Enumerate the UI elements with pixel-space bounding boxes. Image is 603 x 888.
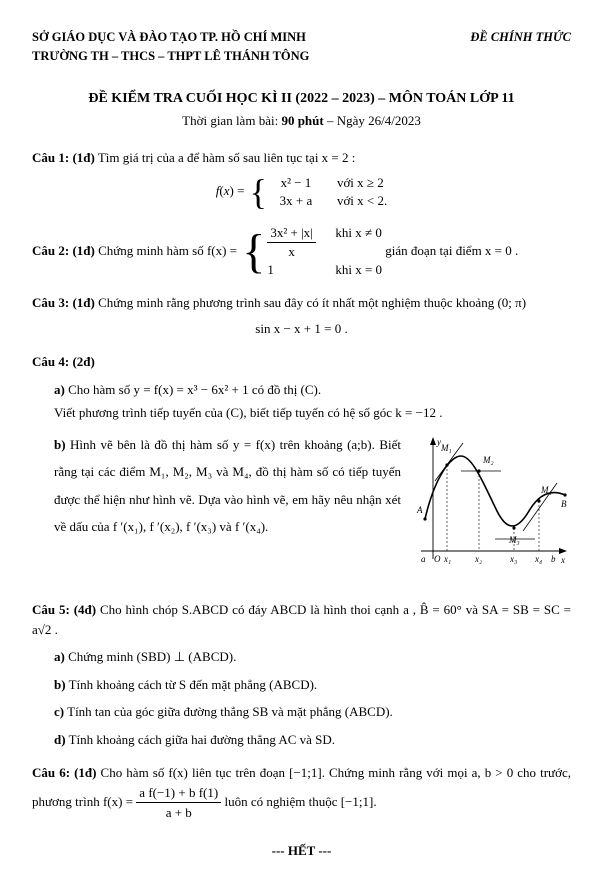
lbl-x: x <box>560 555 565 565</box>
q4-a-text: Cho hàm số y = f(x) = x³ − 6x² + 1 có đồ… <box>65 382 321 397</box>
header-official: ĐỀ CHÍNH THỨC <box>470 28 571 66</box>
title-sub-b: 90 phút <box>281 113 323 128</box>
q1-text: Tìm giá trị của a để hàm số sau liên tục… <box>95 150 356 165</box>
q2-frac-den: x <box>267 243 315 261</box>
q1-formula: f(x) = { x² − 1với x ≥ 2 3x + avới x < 2… <box>32 174 571 210</box>
q4-a-label: a) <box>54 382 65 397</box>
q5-c: c) Tính tan của góc giữa đường thẳng SB … <box>54 702 571 722</box>
lbl-x4: x₄ <box>534 554 542 564</box>
q1-label: Câu 1: (1đ) <box>32 150 95 165</box>
q5-c-text: Tính tan của góc giữa đường thẳng SB và … <box>67 704 393 719</box>
lbl-x1: x₁ <box>443 554 451 564</box>
lbl-m2: M₂ <box>482 455 494 465</box>
q4-graph: M₁ M₂ M₃ M₄ A B y x O a x₁ x₂ x₃ x₄ b <box>411 431 571 587</box>
q6-frac-den: a + b <box>136 803 221 823</box>
title-sub-c: – Ngày 26/4/2023 <box>324 113 421 128</box>
header: SỞ GIÁO DỤC VÀ ĐÀO TẠO TP. HỒ CHÍ MINH T… <box>32 28 571 66</box>
question-6: Câu 6: (1đ) Cho hàm số f(x) liên tục trê… <box>32 763 571 823</box>
lbl-o: O <box>434 554 441 564</box>
lbl-b: b <box>551 554 556 564</box>
lbl-x3: x₃ <box>509 554 517 564</box>
q4-label: Câu 4: (2đ) <box>32 354 95 369</box>
q5-d-text: Tính khoảng cách giữa hai đường thẳng AC… <box>69 732 335 747</box>
title-main: ĐỀ KIỂM TRA CUỐI HỌC KÌ II (2022 – 2023)… <box>32 88 571 109</box>
q3-formula: sin x − x + 1 = 0 . <box>32 319 571 339</box>
lbl-a-pt: A <box>416 505 423 515</box>
lbl-x2: x₂ <box>474 554 482 564</box>
q5-a: a) Chứng minh (SBD) ⊥ (ABCD). <box>54 647 571 667</box>
q5-label: Câu 5: (4đ) <box>32 602 96 617</box>
q1-case1-expr: x² − 1 <box>269 174 323 192</box>
q4-b-label: b) <box>54 437 66 452</box>
question-3: Câu 3: (1đ) Chứng minh rằng phương trình… <box>32 293 571 338</box>
q4-a-sub: Viết phương trình tiếp tuyến của (C), bi… <box>54 403 571 423</box>
q2-text-b: gián đoạn tại điểm x = 0 . <box>385 243 518 258</box>
q2-case1-cond: khi x ≠ 0 <box>335 224 382 261</box>
question-5: Câu 5: (4đ) Cho hình chóp S.ABCD có đáy … <box>32 600 571 749</box>
dept-name: SỞ GIÁO DỤC VÀ ĐÀO TẠO TP. HỒ CHÍ MINH <box>32 28 309 47</box>
q2-case2-cond: khi x = 0 <box>335 261 382 279</box>
question-2: Câu 2: (1đ) Chứng minh hàm số f(x) = { 3… <box>32 224 571 280</box>
q3-text: Chứng minh rằng phương trình sau đây có … <box>95 295 526 310</box>
q4-b-text1: Hình vẽ bên là đồ thị hàm số y = f(x) tr… <box>54 437 401 534</box>
q1-case2-cond: với x < 2. <box>337 192 387 210</box>
q6-frac-num: a f(−1) + b f(1) <box>136 783 221 804</box>
q5-d: d) Tính khoảng cách giữa hai đường thẳng… <box>54 730 571 750</box>
q5-text: Cho hình chóp S.ABCD có đáy ABCD là hình… <box>32 602 571 637</box>
question-4: Câu 4: (2đ) a) Cho hàm số y = f(x) = x³ … <box>32 352 571 586</box>
title-sub-a: Thời gian làm bài: <box>182 113 281 128</box>
lbl-a: a <box>421 554 426 564</box>
q5-b: b) Tính khoảng cách từ S đến mặt phẳng (… <box>54 675 571 695</box>
q2-frac-num: 3x² + |x| <box>267 224 315 243</box>
lbl-m4: M₄ <box>540 485 552 495</box>
q2-case2-expr: 1 <box>267 261 321 279</box>
q4-a: a) Cho hàm số y = f(x) = x³ − 6x² + 1 có… <box>54 380 571 423</box>
lbl-y: y <box>436 437 441 447</box>
q1-case2-expr: 3x + a <box>269 192 323 210</box>
q5-b-text: Tính khoảng cách từ S đến mặt phẳng (ABC… <box>69 677 318 692</box>
q5-a-text: Chứng minh (SBD) ⊥ (ABCD). <box>68 649 236 664</box>
q4-b-text: b) Hình vẽ bên là đồ thị hàm số y = f(x)… <box>54 431 401 540</box>
q2-label: Câu 2: (1đ) <box>32 243 95 258</box>
header-left: SỞ GIÁO DỤC VÀ ĐÀO TẠO TP. HỒ CHÍ MINH T… <box>32 28 309 66</box>
title-block: ĐỀ KIỂM TRA CUỐI HỌC KÌ II (2022 – 2023)… <box>32 88 571 131</box>
q3-label: Câu 3: (1đ) <box>32 295 95 310</box>
lbl-m1: M₁ <box>440 443 452 453</box>
title-sub: Thời gian làm bài: 90 phút – Ngày 26/4/2… <box>32 111 571 131</box>
end-marker: --- HẾT --- <box>32 841 571 861</box>
school-name: TRƯỜNG TH – THCS – THPT LÊ THÁNH TÔNG <box>32 47 309 66</box>
q2-text-a: Chứng minh hàm số f(x) = <box>95 243 240 258</box>
q6-label: Câu 6: (1đ) <box>32 765 96 780</box>
lbl-b-pt: B <box>561 499 567 509</box>
q1-case1-cond: với x ≥ 2 <box>337 174 384 192</box>
question-1: Câu 1: (1đ) Tìm giá trị của a để hàm số … <box>32 148 571 210</box>
q6-text-b: luôn có nghiệm thuộc [−1;1]. <box>224 794 376 809</box>
q4-b: b) Hình vẽ bên là đồ thị hàm số y = f(x)… <box>54 431 571 587</box>
graph-svg: M₁ M₂ M₃ M₄ A B y x O a x₁ x₂ x₃ x₄ b <box>411 431 571 581</box>
lbl-m3: M₃ <box>508 535 520 545</box>
